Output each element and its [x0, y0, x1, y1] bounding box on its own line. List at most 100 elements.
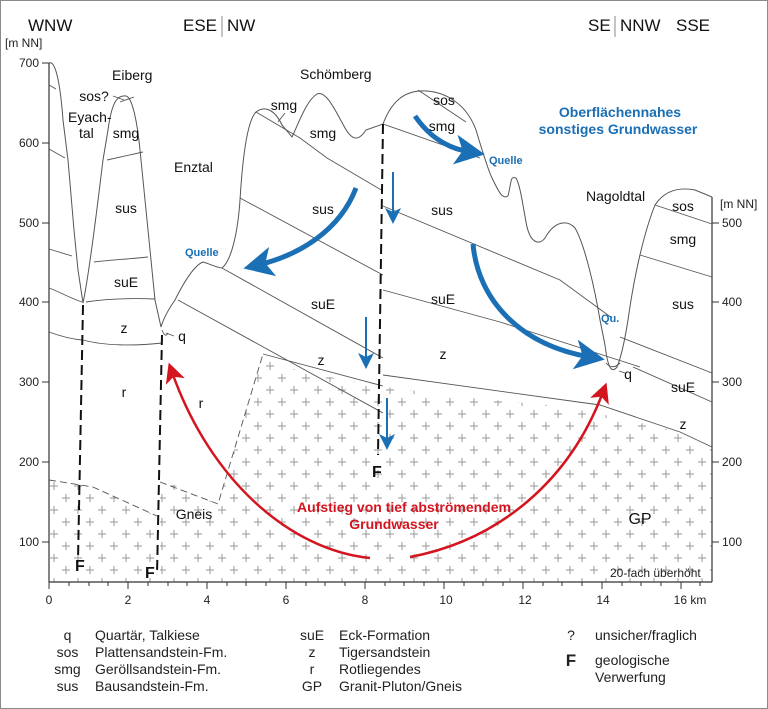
terrain-profile — [48, 62, 713, 371]
blue-title-line-1: Oberflächennahes — [559, 104, 681, 120]
svg-text:Gneis: Gneis — [176, 506, 213, 522]
svg-text:z: z — [121, 320, 128, 336]
fault-label-1: F — [75, 558, 85, 575]
quelle-label-left: Quelle — [185, 247, 219, 259]
dashed-contacts — [48, 353, 264, 517]
unit-labels: sos? smg sus suE z r smg smg sus suE z r… — [79, 88, 696, 528]
svg-text:sus: sus — [431, 202, 453, 218]
right-y-tick-labels: 500 400 300 200 100 — [722, 216, 742, 549]
svg-text:sos: sos — [433, 92, 455, 108]
legend-item-r: r Rotliegendes — [309, 661, 421, 677]
svg-text:300: 300 — [19, 375, 39, 389]
svg-text:0: 0 — [46, 593, 53, 607]
svg-text:300: 300 — [722, 375, 742, 389]
svg-text:sus: sus — [115, 200, 137, 216]
red-upwelling-arrows — [165, 362, 609, 560]
legend-item-q: q Quartär, Talkiese — [63, 627, 200, 643]
svg-text:200: 200 — [19, 455, 39, 469]
legend-item-z: z Tigersandstein — [308, 644, 431, 660]
svg-text:z: z — [440, 346, 447, 362]
fault-label-3: F — [372, 464, 382, 481]
svg-text:smg: smg — [429, 118, 455, 134]
svg-text:smg: smg — [310, 125, 336, 141]
svg-text:500: 500 — [19, 216, 39, 230]
label-schoemberg: Schömberg — [300, 66, 372, 82]
left-y-ticks — [42, 62, 49, 543]
qu-label: Qu. — [601, 313, 619, 325]
granite-basement — [49, 354, 712, 582]
svg-text:500: 500 — [722, 216, 742, 230]
svg-text:suE: suE — [311, 296, 335, 312]
label-nagoldtal: Nagoldtal — [586, 188, 645, 204]
label-eiberg: Eiberg — [112, 67, 152, 83]
svg-text:sos: sos — [672, 198, 694, 214]
direction-nw: NW — [227, 16, 255, 35]
svg-text:400: 400 — [19, 295, 39, 309]
svg-text:10: 10 — [439, 593, 453, 607]
svg-text:r: r — [122, 384, 127, 400]
x-tick-labels: 0 2 4 6 8 10 12 14 16 km — [46, 593, 707, 607]
svg-text:16 km: 16 km — [674, 593, 707, 607]
svg-text:6: 6 — [283, 593, 290, 607]
direction-se: SE — [588, 16, 611, 35]
svg-text:r: r — [199, 395, 204, 411]
red-title-line-2: Grundwasser — [349, 516, 439, 532]
x-axis-ticks — [48, 582, 701, 589]
svg-text:sus: sus — [312, 201, 334, 217]
svg-text:400: 400 — [722, 295, 742, 309]
svg-text:q: q — [624, 366, 632, 382]
legend-item-gp: GP Granit-Pluton/Gneis — [301, 678, 462, 694]
svg-text:8: 8 — [362, 593, 369, 607]
svg-text:smg: smg — [113, 125, 139, 141]
label-eyachtal-1: Eyach- — [68, 109, 112, 125]
legend-column-1: q Quartär, Talkiese sos Plattensandstein-F… — [50, 627, 227, 695]
legend-item-sos: sos Plattensandstein-Fm. — [56, 644, 228, 660]
blue-annotations: Oberflächennahes sonstiges Grundwasser Q… — [185, 104, 698, 325]
red-annotations: Aufstieg von tief abströmendem Grundwass… — [297, 499, 511, 532]
y-axis-unit-left: [m NN] — [5, 36, 42, 50]
svg-text:100: 100 — [19, 535, 39, 549]
svg-text:suE: suE — [671, 379, 695, 395]
fault-label-2: F — [145, 565, 155, 582]
legend-item-sue: suE Eck-Formation — [299, 627, 431, 643]
svg-text:sus: sus — [672, 296, 694, 312]
blue-title-line-2: sonstiges Grundwasser — [539, 121, 698, 137]
fault-lines — [77, 123, 384, 576]
svg-text:smg: smg — [670, 231, 696, 247]
svg-text:2: 2 — [125, 593, 132, 607]
label-eyachtal-2: tal — [79, 125, 94, 141]
legend-item-fault: F geologische Verwerfung — [565, 651, 670, 685]
svg-text:12: 12 — [518, 593, 532, 607]
strata-boundaries — [48, 84, 713, 448]
svg-text:sos?: sos? — [79, 88, 109, 104]
right-y-ticks — [712, 222, 719, 543]
svg-text:z: z — [680, 416, 687, 432]
legend-column-3: ? unsicher/fraglich F geologische Verwerf… — [563, 627, 697, 686]
svg-text:z: z — [318, 352, 325, 368]
legend-column-2: suE Eck-Formation z Tigersandstein r Rotlie… — [297, 627, 462, 695]
exaggeration-note: 20-fach überhöht — [610, 566, 701, 580]
quelle-label-right: Quelle — [489, 155, 523, 167]
direction-wnw: WNW — [28, 16, 72, 35]
svg-text:100: 100 — [722, 535, 742, 549]
direction-ese: ESE — [183, 16, 217, 35]
svg-text:suE: suE — [431, 291, 455, 307]
svg-text:14: 14 — [596, 593, 610, 607]
place-labels: Eiberg Schömberg Eyach- tal Enztal Nagol… — [68, 66, 645, 204]
svg-text:q: q — [178, 328, 186, 344]
direction-nnw: NNW — [620, 16, 661, 35]
label-enztal: Enztal — [174, 159, 213, 175]
left-y-tick-labels: 700 600 500 400 300 200 100 — [19, 56, 39, 549]
svg-text:GP: GP — [628, 511, 651, 528]
fault-labels: F F F — [75, 464, 382, 582]
direction-labels: WNW ESE NW SE NNW SSE — [28, 16, 710, 35]
legend-item-sus: sus Bausandstein-Fm. — [56, 678, 209, 694]
red-title-line-1: Aufstieg von tief abströmendem — [297, 499, 511, 515]
svg-text:700: 700 — [19, 56, 39, 70]
legend-item-uncertain: ? unsicher/fraglich — [567, 627, 697, 643]
y-axis-unit-right: [m NN] — [720, 197, 757, 211]
svg-text:suE: suE — [114, 274, 138, 290]
svg-text:smg: smg — [271, 97, 297, 113]
direction-sse: SSE — [676, 16, 710, 35]
